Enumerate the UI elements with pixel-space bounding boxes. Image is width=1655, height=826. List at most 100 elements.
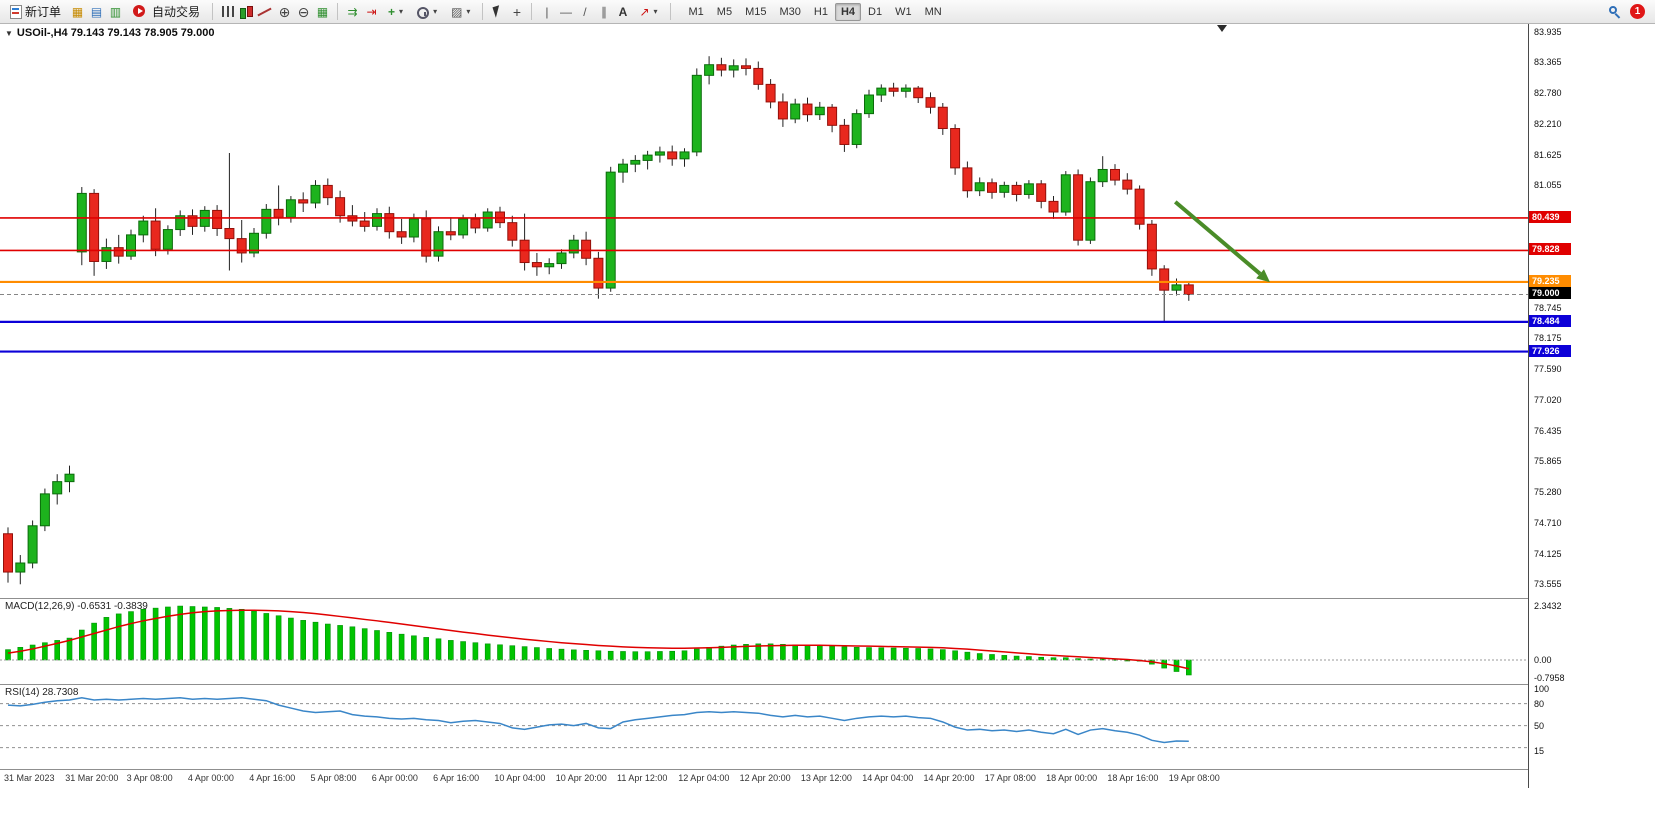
macd-histogram-bar — [263, 613, 270, 661]
new-order-button[interactable]: 新订单 — [4, 1, 67, 22]
macd-histogram-bar — [152, 607, 159, 661]
timeframe-h1-button[interactable]: H1 — [813, 5, 828, 18]
macd-histogram-bar — [226, 608, 233, 661]
crosshair-tool-icon[interactable]: + — [512, 3, 522, 20]
timeframe-w1-button[interactable]: W1 — [895, 5, 912, 18]
trend-arrow-head — [1256, 269, 1270, 283]
price-tick: 76.435 — [1534, 425, 1562, 436]
panel-divider[interactable] — [0, 684, 1655, 685]
macd-histogram-bar — [214, 607, 220, 661]
timeframe-m30-button[interactable]: M30 — [779, 5, 801, 18]
autotrade-label: 自动交易 — [152, 5, 201, 19]
candle-body — [1134, 188, 1145, 225]
text-tool-icon[interactable]: A — [618, 4, 628, 19]
candle-body — [1060, 174, 1071, 213]
candle-body — [704, 64, 715, 76]
channel-tool-icon[interactable]: ∥ — [600, 4, 607, 19]
bar-chart-type-icon[interactable] — [219, 4, 236, 20]
macd-histogram-bar — [534, 647, 540, 661]
macd-canvas[interactable] — [0, 599, 1528, 684]
line-chart-type-icon[interactable] — [257, 4, 274, 20]
candle-body — [728, 65, 739, 71]
separator — [482, 3, 484, 20]
search-icon[interactable] — [1607, 4, 1624, 20]
charts-window-icon[interactable]: ▦ — [71, 4, 84, 19]
timeframe-d1-button[interactable]: D1 — [868, 5, 883, 18]
macd-histogram-bar — [939, 649, 946, 661]
candle-body — [519, 239, 530, 264]
candle-body — [249, 232, 259, 254]
autotrade-button[interactable]: 自动交易 — [126, 1, 206, 22]
candle-body — [421, 218, 432, 257]
time-axis-label: 5 Apr 08:00 — [310, 773, 357, 783]
macd-histogram-bar — [275, 615, 282, 661]
level-price-badge: 79.828 — [1529, 243, 1571, 256]
candle-body — [89, 192, 100, 262]
auto-scroll-icon[interactable]: ⇉ — [347, 4, 358, 19]
macd-histogram-bar — [841, 646, 848, 661]
chart-shift-icon[interactable]: ⇥ — [366, 4, 377, 19]
candle-body — [408, 218, 419, 238]
macd-histogram-bar — [976, 653, 983, 661]
candle-body — [605, 171, 616, 289]
candle-body — [913, 87, 924, 99]
candle-body — [802, 103, 813, 116]
symbol-caret-icon: ▼ — [5, 28, 13, 38]
candle-body — [482, 211, 493, 229]
panel-divider[interactable] — [0, 598, 1655, 599]
candle-body — [433, 231, 444, 257]
zoom-in-icon[interactable]: ⊕ — [278, 3, 291, 20]
candle-body — [187, 215, 198, 227]
trendline-tool-icon[interactable]: / — [583, 4, 587, 19]
notification-badge[interactable]: 1 — [1630, 4, 1645, 19]
periods-dropdown[interactable]: ▾ — [411, 3, 443, 21]
macd-histogram-bar — [890, 647, 897, 661]
candle-body — [962, 167, 973, 192]
macd-histogram-bar — [361, 628, 368, 661]
price-chart-canvas[interactable] — [0, 24, 1528, 598]
market-watch-icon[interactable]: ▤ — [90, 4, 103, 19]
chevron-down-icon: ▾ — [653, 7, 658, 16]
time-axis-label: 10 Apr 04:00 — [494, 773, 546, 783]
timeframe-mn-button[interactable]: MN — [924, 5, 942, 18]
candle-body — [544, 263, 555, 268]
candle-body — [1011, 184, 1022, 195]
autotrade-icon — [132, 4, 149, 20]
templates-dropdown[interactable]: ▨ ▾ — [445, 2, 476, 22]
timeframe-h4-button[interactable]: H4 — [834, 2, 862, 21]
zoom-out-icon[interactable]: ⊖ — [297, 3, 310, 20]
timeframe-m1-button[interactable]: M1 — [688, 5, 704, 18]
tile-windows-icon[interactable]: ▦ — [316, 4, 329, 19]
time-axis-label: 31 Mar 20:00 — [65, 773, 119, 783]
macd-histogram-bar — [669, 650, 676, 661]
rsi-tick: 50 — [1534, 720, 1545, 731]
candlestick-chart-type-icon[interactable] — [238, 4, 255, 20]
price-tick: 82.210 — [1534, 118, 1562, 129]
new-chart-dropdown[interactable]: + ▾ — [382, 2, 409, 22]
macd-histogram-bar — [435, 638, 442, 661]
price-scale[interactable]: 83.935 83.365 82.780 82.210 81.625 81.055 78.7… — [1529, 24, 1655, 788]
candle-body — [679, 151, 690, 160]
macd-histogram-bar — [570, 649, 577, 661]
macd-histogram-bar — [595, 650, 602, 661]
navigator-icon[interactable]: ▥ — [109, 4, 122, 19]
candle-body — [39, 493, 50, 527]
macd-tick: 0.00 — [1534, 655, 1552, 665]
vertical-line-tool-icon[interactable]: | — [545, 4, 549, 19]
timeframe-m5-button[interactable]: M5 — [716, 5, 733, 18]
time-axis-label: 6 Apr 16:00 — [433, 773, 480, 783]
chart-shift-marker-icon[interactable] — [1217, 25, 1227, 32]
candle-body — [642, 154, 653, 161]
panel-divider — [0, 769, 1655, 770]
separator — [669, 3, 671, 20]
horizontal-line-tool-icon[interactable]: — — [559, 4, 572, 19]
cursor-tool-icon[interactable] — [489, 4, 506, 20]
timeframe-m15-button[interactable]: M15 — [745, 5, 767, 18]
candle-body — [335, 197, 346, 217]
time-axis-label: 4 Apr 00:00 — [187, 773, 234, 783]
rsi-canvas[interactable] — [0, 685, 1528, 769]
time-axis[interactable]: 31 Mar 2023 31 Mar 20:00 3 Apr 08:00 4 Apr … — [0, 770, 1528, 788]
trend-arrow — [1173, 200, 1262, 276]
candle-body — [507, 222, 518, 241]
arrows-tool-dropdown[interactable]: ↗ ▾ — [633, 2, 663, 22]
